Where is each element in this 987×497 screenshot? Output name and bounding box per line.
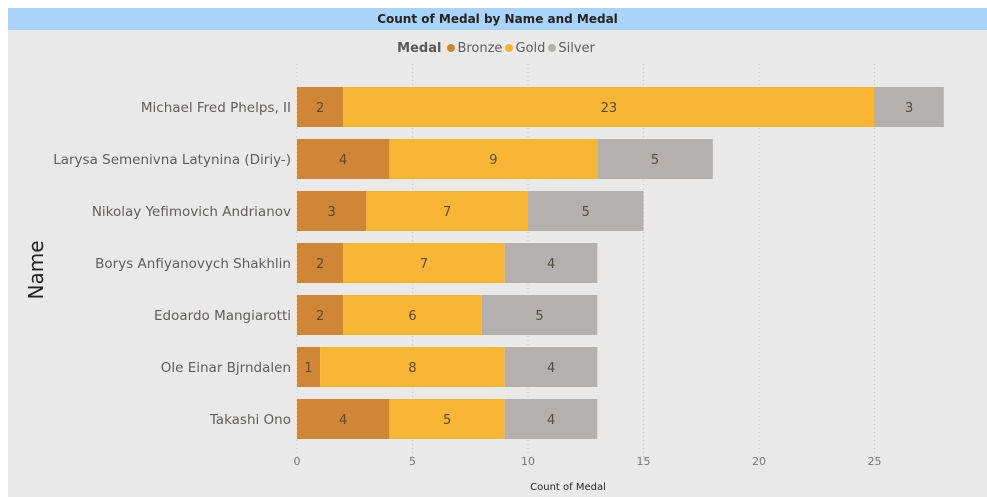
data-label: 2 bbox=[316, 101, 324, 116]
x-tick-label: 5 bbox=[409, 455, 416, 468]
bar-bronze[interactable] bbox=[297, 139, 390, 179]
bar-bronze[interactable] bbox=[297, 191, 367, 231]
data-label: 5 bbox=[582, 205, 590, 220]
legend: Medal Bronze Gold Silver bbox=[8, 39, 987, 57]
data-label: 2 bbox=[316, 309, 324, 324]
data-label: 3 bbox=[328, 205, 336, 220]
data-label: 4 bbox=[547, 361, 555, 376]
category-label: Takashi Ono bbox=[209, 412, 291, 428]
x-tick-label: 0 bbox=[294, 455, 301, 468]
bar-silver[interactable] bbox=[504, 399, 598, 439]
data-label: 4 bbox=[339, 153, 347, 168]
data-label: 4 bbox=[339, 413, 347, 428]
legend-label-bronze: Bronze bbox=[457, 40, 503, 56]
x-tick-label: 20 bbox=[752, 455, 766, 468]
data-label: 8 bbox=[408, 361, 416, 376]
bar-silver[interactable] bbox=[597, 139, 713, 179]
plot-area: 05101520253Michael Fred Phelps, IILarysa… bbox=[53, 64, 987, 468]
legend-label-gold: Gold bbox=[515, 40, 546, 56]
x-tick-label: 25 bbox=[868, 455, 882, 468]
data-label: 5 bbox=[651, 153, 659, 168]
legend-item-bronze[interactable]: Bronze bbox=[447, 41, 502, 56]
legend-item-silver[interactable]: Silver bbox=[548, 41, 595, 56]
category-label: Ole Einar Bjrndalen bbox=[161, 360, 291, 376]
bar-silver[interactable] bbox=[481, 295, 598, 335]
bar-bronze[interactable] bbox=[297, 243, 344, 283]
data-label: 7 bbox=[420, 257, 428, 272]
bar-bronze[interactable] bbox=[297, 295, 344, 335]
data-label: 4 bbox=[547, 257, 555, 272]
bar-gold[interactable] bbox=[343, 243, 505, 283]
bar-bronze[interactable] bbox=[297, 87, 344, 127]
bar-gold[interactable] bbox=[389, 399, 505, 439]
x-tick-label: 15 bbox=[637, 455, 651, 468]
bar-bronze[interactable] bbox=[297, 347, 321, 387]
bar-bronze[interactable] bbox=[297, 399, 390, 439]
legend-title: Medal bbox=[397, 40, 442, 56]
bar-gold[interactable] bbox=[343, 295, 482, 335]
data-label: 6 bbox=[408, 309, 416, 324]
category-label: Michael Fred Phelps, II bbox=[141, 100, 291, 116]
data-label: 4 bbox=[547, 413, 555, 428]
legend-label-silver: Silver bbox=[558, 40, 595, 56]
data-label: 2 bbox=[316, 257, 324, 272]
legend-swatch-bronze bbox=[447, 44, 456, 52]
category-label: Larysa Semenivna Latynina (Diriy-) bbox=[53, 152, 291, 168]
y-axis-title: Name bbox=[24, 240, 48, 300]
data-label: 9 bbox=[489, 153, 497, 168]
bar-silver[interactable] bbox=[528, 191, 644, 231]
chart-title: Count of Medal by Name and Medal bbox=[8, 8, 987, 30]
data-label: 3 bbox=[905, 101, 913, 116]
data-label: 23 bbox=[601, 101, 618, 116]
category-label: Nikolay Yefimovich Andrianov bbox=[92, 204, 291, 220]
legend-swatch-silver bbox=[548, 44, 557, 52]
data-label: 1 bbox=[304, 361, 312, 376]
chart-frame: Count of Medal by Name and Medal Medal B… bbox=[8, 8, 987, 497]
legend-item-gold[interactable]: Gold bbox=[505, 41, 545, 56]
bar-gold[interactable] bbox=[389, 139, 598, 179]
data-label: 7 bbox=[443, 205, 451, 220]
x-axis-title: Count of Medal bbox=[530, 482, 606, 493]
bar-silver[interactable] bbox=[504, 243, 598, 283]
data-label: 5 bbox=[443, 413, 451, 428]
bar-silver[interactable] bbox=[874, 87, 944, 127]
x-tick-label: 10 bbox=[521, 455, 535, 468]
data-label: 5 bbox=[535, 309, 543, 324]
bar-silver[interactable] bbox=[504, 347, 598, 387]
bar-gold[interactable] bbox=[320, 347, 505, 387]
bar-gold[interactable] bbox=[366, 191, 528, 231]
category-label: Borys Anfiyanovych Shakhlin bbox=[95, 256, 291, 272]
bar-gold[interactable] bbox=[343, 87, 875, 127]
legend-swatch-gold bbox=[505, 44, 514, 52]
category-label: Edoardo Mangiarotti bbox=[154, 308, 291, 324]
